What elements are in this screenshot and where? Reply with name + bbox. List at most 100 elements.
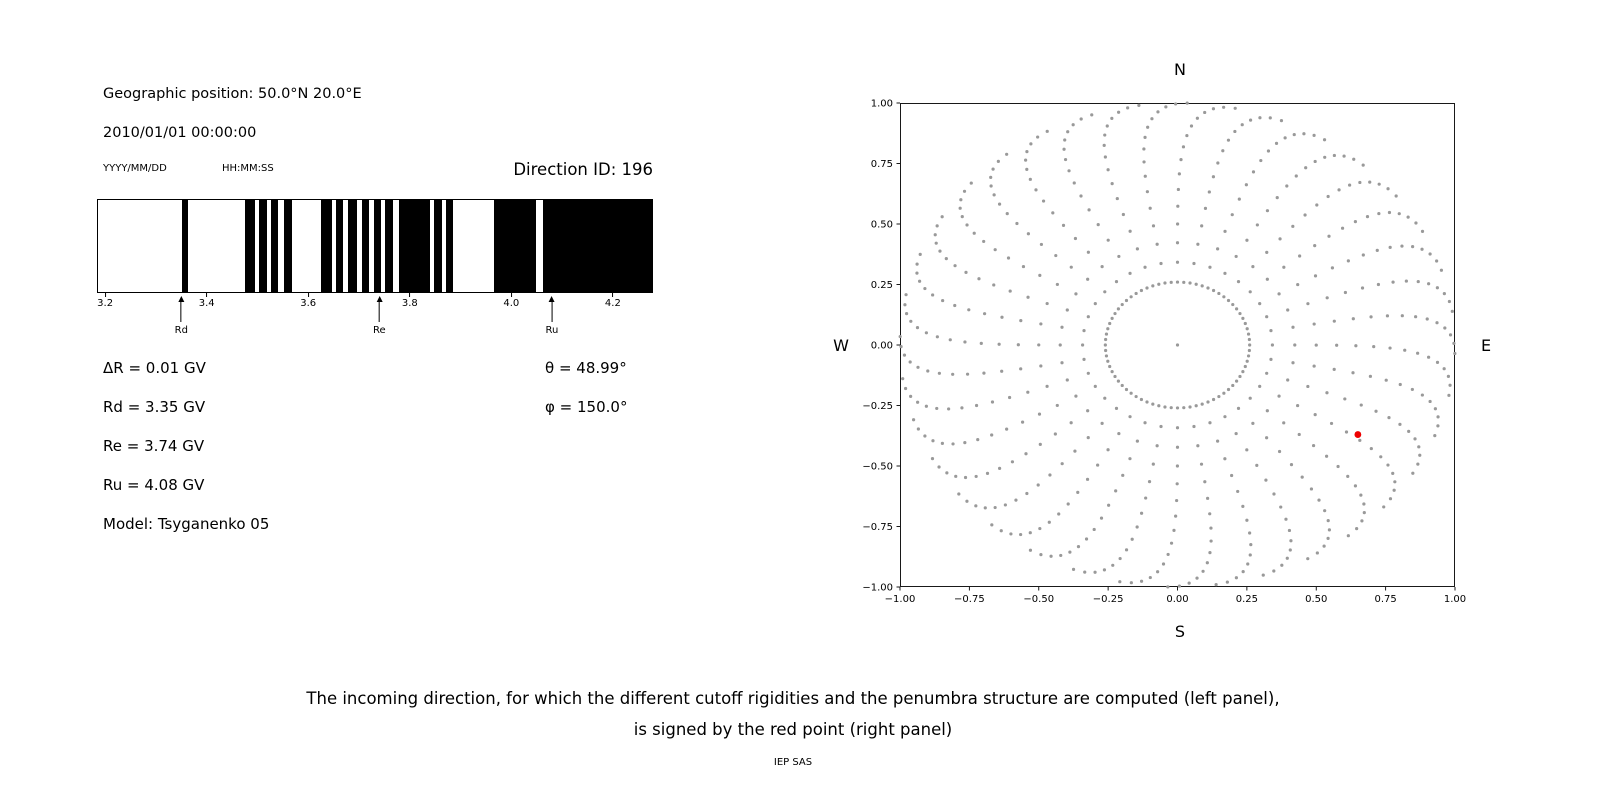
grid-dot [1103, 133, 1107, 137]
grid-dot [1135, 247, 1139, 251]
grid-dot [1337, 188, 1341, 192]
grid-dot [1151, 402, 1155, 406]
grid-dot [1121, 473, 1125, 477]
grid-dot [1392, 488, 1396, 492]
grid-dot [1096, 463, 1100, 467]
grid-dot [992, 193, 996, 197]
grid-dot [911, 418, 916, 422]
grid-dot [1406, 215, 1410, 219]
grid-dot [1248, 396, 1252, 400]
grid-dot [1026, 232, 1030, 236]
grid-dot [923, 286, 927, 291]
grid-dot [1234, 431, 1238, 436]
grid-dot [1315, 203, 1319, 207]
grid-dot [1245, 448, 1249, 452]
grid-dot [1188, 281, 1192, 285]
grid-dot [1265, 436, 1269, 440]
grid-dot [1265, 315, 1269, 319]
grid-dot [1214, 583, 1218, 587]
grid-dot [1330, 266, 1335, 270]
grid-dot [1111, 563, 1115, 567]
grid-dot [1074, 394, 1078, 398]
rigidity-marker-re: Re [373, 296, 386, 336]
grid-dot [1000, 315, 1004, 319]
grid-dot [1189, 124, 1194, 128]
grid-dot [1400, 314, 1404, 318]
grid-dot [938, 249, 942, 253]
grid-dot [1159, 261, 1163, 266]
grid-dot [1404, 279, 1408, 283]
grid-dot [1327, 234, 1331, 238]
grid-dot [1000, 369, 1004, 373]
grid-dot [1099, 516, 1104, 520]
grid-dot [924, 331, 928, 335]
grid-dot [1142, 147, 1146, 151]
grid-dot [1096, 223, 1100, 227]
grid-dot [1368, 374, 1373, 378]
grid-dot [1216, 161, 1220, 165]
grid-dot [963, 340, 967, 344]
penumbra-x-axis: 3.2 3.4 3.6 3.8 4.0 4.2 [97, 293, 653, 311]
grid-dot [1223, 229, 1227, 233]
grid-dot [1039, 242, 1044, 247]
grid-dot [1446, 374, 1451, 378]
grid-dot [1246, 562, 1250, 566]
grid-dot [1351, 371, 1355, 375]
penumbra-band [398, 200, 431, 292]
grid-dot [1420, 229, 1425, 233]
grid-dot [1369, 446, 1373, 451]
grid-dot [916, 400, 920, 404]
grid-dot [1175, 482, 1179, 486]
grid-dot [1120, 383, 1124, 388]
grid-dot [915, 326, 920, 330]
grid-dot [1265, 209, 1270, 213]
grid-dot [1118, 556, 1122, 561]
grid-dot [1261, 573, 1265, 577]
grid-dot [1206, 286, 1210, 290]
grid-dot [1352, 157, 1356, 161]
grid-dot [1005, 152, 1009, 156]
grid-dot [1248, 290, 1252, 294]
grid-dot [1223, 457, 1227, 461]
grid-dot [1433, 407, 1437, 411]
grid-dot [960, 406, 964, 410]
grid-dot [935, 406, 939, 411]
penumbra-x-tick: 3.4 [199, 293, 215, 309]
grid-dot [1435, 321, 1439, 325]
grid-dot [934, 241, 938, 245]
grid-dot [1208, 265, 1212, 269]
grid-dot [1087, 208, 1091, 212]
grid-dot [1238, 374, 1242, 379]
grid-dot [948, 338, 952, 342]
grid-dot [1066, 130, 1070, 134]
grid-dot [1450, 309, 1454, 313]
grid-dot [1400, 244, 1404, 248]
grid-dot [1236, 406, 1241, 411]
grid-dot [1377, 182, 1381, 186]
grid-dot [1403, 348, 1407, 352]
grid-dot [1048, 473, 1052, 477]
grid-dot [1049, 554, 1053, 558]
grid-dot [1279, 119, 1284, 123]
grid-dot [1135, 439, 1139, 443]
grid-dot [1187, 581, 1191, 585]
grid-dot [1311, 443, 1316, 448]
grid-dot [974, 403, 979, 408]
grid-dot [1416, 462, 1420, 466]
grid-dot [1332, 319, 1336, 323]
grid-dot [1217, 394, 1221, 399]
grid-dot [1063, 138, 1067, 142]
grid-dot [1103, 155, 1107, 159]
grid-dot [1335, 343, 1339, 347]
grid-dot [1226, 387, 1231, 392]
grid-dot [1375, 248, 1379, 253]
grid-dot [1150, 117, 1154, 121]
x-tick-label: 1.00 [1444, 594, 1466, 605]
compass-label-north: N [1174, 60, 1186, 79]
grid-dot [1211, 175, 1216, 179]
grid-dot [1398, 382, 1402, 387]
x-tick-label: −1.00 [885, 594, 916, 605]
grid-dot [1247, 348, 1251, 353]
grid-dot [1139, 397, 1144, 402]
grid-dot [1175, 241, 1180, 245]
